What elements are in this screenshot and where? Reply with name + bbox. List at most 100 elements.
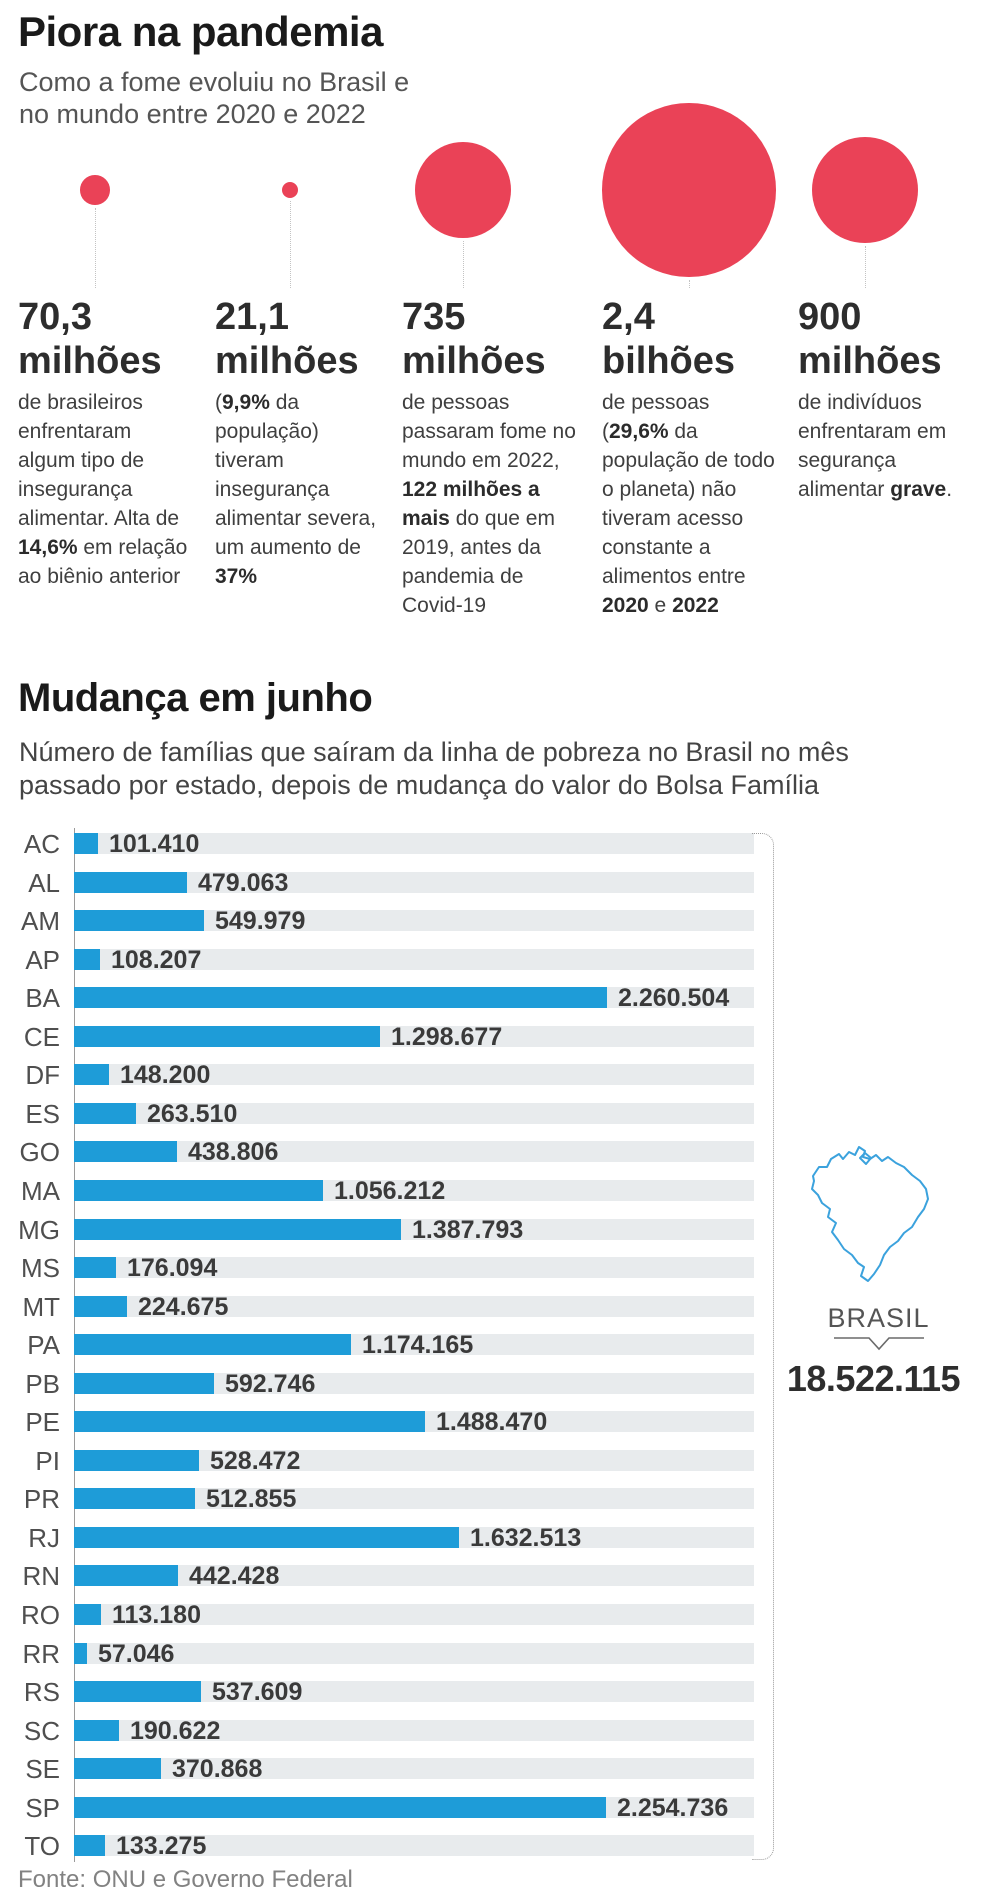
bar-value: 113.180 (112, 1601, 201, 1629)
bar (74, 1296, 127, 1317)
bar-row-MA: MA 1.056.212 (0, 1176, 984, 1206)
bar-row-RS: RS 537.609 (0, 1677, 984, 1707)
bar-value: 528.472 (210, 1447, 301, 1475)
bar (74, 1527, 459, 1548)
bar (74, 1797, 606, 1818)
bar-value: 1.488.470 (436, 1408, 548, 1436)
bubble-2_4 (602, 103, 776, 277)
bubble-connector (865, 246, 866, 288)
bar-value: 190.622 (130, 1717, 221, 1745)
stat-description: de pessoas (29,6% da população de todo o… (602, 391, 775, 617)
stat-column: 735 milhões de pessoas passaram fome no mu… (402, 296, 578, 620)
bar-value: 512.855 (206, 1485, 297, 1513)
state-label: SP (25, 1793, 60, 1823)
bar-track (74, 1296, 754, 1317)
stat-value: 735 (402, 296, 466, 338)
bar-track (74, 1565, 754, 1586)
section2-subtitle: Número de famílias que saíram da linha d… (19, 737, 849, 800)
bar-value: 1.174.165 (362, 1331, 474, 1359)
state-label: CE (23, 1022, 60, 1052)
bar-track (74, 1450, 754, 1471)
bar-row-RO: RO 113.180 (0, 1600, 984, 1630)
bubble-21_1 (281, 181, 299, 199)
stat-unit: milhões (402, 340, 546, 382)
bar-row-RN: RN 442.428 (0, 1561, 984, 1591)
state-label: DF (25, 1060, 60, 1090)
stat-description: de indivíduos enfrentaram em segurança a… (798, 391, 953, 501)
bar (74, 987, 607, 1008)
bar (74, 1026, 380, 1047)
state-label: AM (21, 906, 60, 936)
bar (74, 1334, 351, 1355)
bar (74, 1064, 109, 1085)
stat-description: de pessoas passaram fome no mundo em 202… (402, 391, 576, 617)
bar-value: 176.094 (127, 1254, 218, 1282)
stat-column: 21,1 milhões (9,9% da população) tiveram i… (215, 296, 391, 591)
bar-value: 592.746 (225, 1370, 316, 1398)
state-label: PB (25, 1369, 60, 1399)
state-label: MA (21, 1176, 60, 1206)
bar (74, 1141, 177, 1162)
bar-value: 479.063 (198, 869, 289, 897)
brazil-outline (811, 1146, 929, 1282)
state-label: RS (23, 1677, 60, 1707)
bar (74, 910, 204, 931)
bubble-connector (290, 201, 291, 288)
bar (74, 1681, 201, 1702)
bar (74, 1720, 119, 1741)
bar-row-RR: RR 57.046 (0, 1639, 984, 1669)
state-label: ES (25, 1099, 60, 1129)
state-label: PI (35, 1446, 60, 1476)
bar-row-AP: AP 108.207 (0, 945, 984, 975)
bar-row-AC: AC 101.410 (0, 829, 984, 859)
bubble-900 (811, 136, 919, 244)
state-label: MS (21, 1253, 60, 1283)
bar-value: 549.979 (215, 907, 306, 935)
bar-track (74, 1720, 754, 1741)
bar-row-ES: ES 263.510 (0, 1099, 984, 1129)
bar-row-TO: TO 133.275 (0, 1831, 984, 1861)
bar (74, 1835, 105, 1856)
bar-value: 224.675 (138, 1293, 229, 1321)
bar-value: 1.298.677 (391, 1023, 503, 1051)
bar-track (74, 833, 754, 854)
bar (74, 1604, 101, 1625)
bar (74, 1643, 87, 1664)
bar-row-RJ: RJ 1.632.513 (0, 1523, 984, 1553)
bar-value: 442.428 (189, 1562, 280, 1590)
bar-row-AL: AL 479.063 (0, 868, 984, 898)
bar-row-DF: DF 148.200 (0, 1060, 984, 1090)
brazil-map (803, 1136, 943, 1291)
bar-track (74, 1141, 754, 1162)
stat-column: 70,3 milhões de brasileiros enfrentaram al… (18, 296, 194, 591)
brace-notch (834, 1337, 924, 1351)
bar-value: 57.046 (98, 1640, 175, 1668)
bar (74, 1411, 425, 1432)
source-note: Fonte: ONU e Governo Federal (18, 1866, 353, 1893)
state-label: RO (21, 1600, 60, 1630)
bar-row-MT: MT 224.675 (0, 1292, 984, 1322)
state-label: TO (24, 1831, 60, 1861)
stat-unit: milhões (18, 340, 162, 382)
bar-track (74, 872, 754, 893)
stat-unit: milhões (215, 340, 359, 382)
state-label: AP (25, 945, 60, 975)
bar-track (74, 1681, 754, 1702)
bubble-connector (463, 241, 464, 288)
state-label: GO (19, 1137, 60, 1167)
total-value: 18.522.115 (786, 1358, 961, 1399)
bar-row-SC: SC 190.622 (0, 1716, 984, 1746)
state-label: MG (18, 1215, 60, 1245)
state-label: AC (23, 829, 60, 859)
bubble-connector (689, 279, 690, 288)
bar-track (74, 1758, 754, 1779)
marajo-island (859, 1152, 872, 1165)
state-label: PE (25, 1407, 60, 1437)
total-label: BRASIL (827, 1303, 930, 1333)
bar (74, 1565, 178, 1586)
bar-row-AM: AM 549.979 (0, 906, 984, 936)
state-label: PR (23, 1484, 60, 1514)
bar-value: 370.868 (172, 1755, 263, 1783)
group-bracket (752, 833, 774, 1860)
